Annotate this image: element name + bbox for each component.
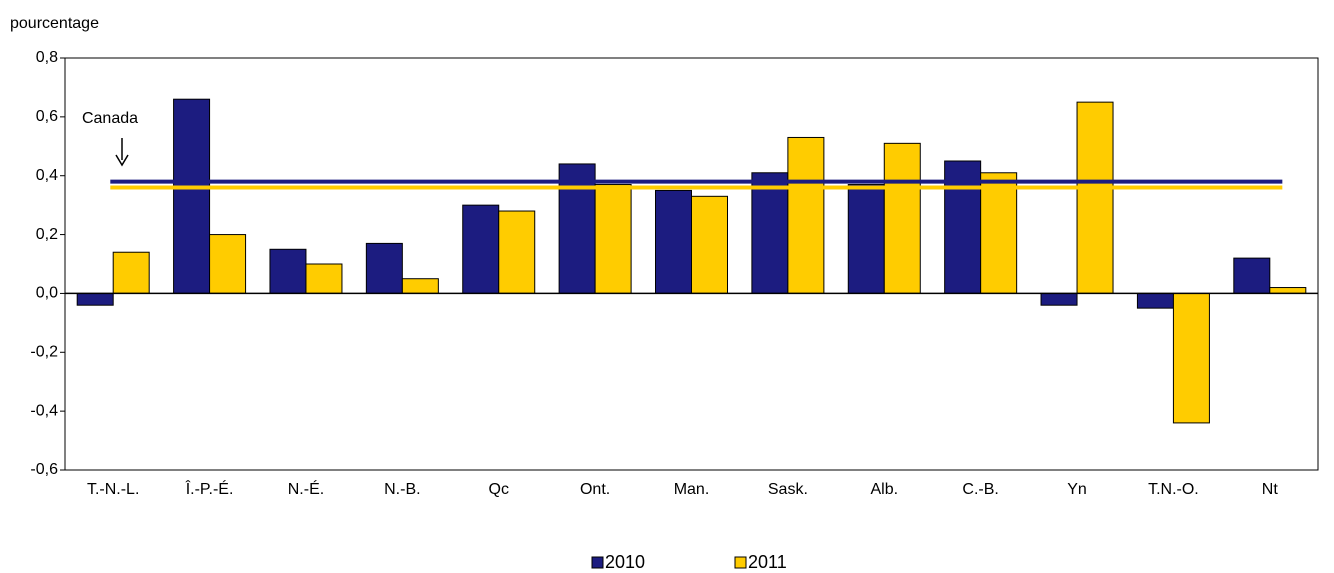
y-tick-label: -0,2 [30, 344, 58, 361]
bar [1233, 257, 1271, 294]
bar [1076, 101, 1114, 294]
bar [365, 242, 403, 294]
y-tick-label: -0,6 [30, 461, 58, 478]
x-tick-label: Man. [674, 481, 710, 498]
y-axis-label: pourcentage [10, 15, 99, 32]
y-tick-label: 0,6 [36, 108, 58, 125]
x-tick-label: C.-B. [962, 481, 998, 498]
x-tick-label: T.-N.-L. [87, 481, 139, 498]
bar [980, 172, 1018, 294]
bar [462, 204, 500, 294]
legend-swatch [591, 556, 604, 569]
bar [594, 184, 632, 294]
legend-label: 2010 [605, 552, 645, 572]
legend-swatch [734, 556, 747, 569]
x-tick-label: Yn [1067, 481, 1087, 498]
bar [173, 98, 211, 294]
x-tick-label: Ont. [580, 481, 610, 498]
x-tick-label: Alb. [870, 481, 898, 498]
y-tick-label: 0,0 [36, 285, 58, 302]
annotation: Canada [82, 110, 138, 127]
bar [655, 189, 692, 294]
y-tick-label: 0,4 [36, 167, 58, 184]
bar [847, 184, 885, 294]
bar [401, 278, 439, 294]
bar [1269, 287, 1307, 294]
bar [691, 195, 728, 294]
bar [209, 234, 247, 294]
x-tick-label: N.-É. [288, 479, 324, 498]
bar [883, 142, 921, 294]
bar [787, 136, 825, 294]
legend-label: 2011 [748, 552, 787, 572]
bar [305, 263, 343, 294]
plot-frame [64, 57, 1319, 471]
bar [498, 210, 536, 294]
bar [269, 248, 307, 294]
x-tick-label: Nt [1262, 481, 1279, 498]
x-tick-label: Î.-P.-É. [185, 479, 234, 498]
bar [751, 172, 789, 294]
bar [76, 292, 114, 306]
bar [112, 251, 150, 294]
y-tick-label: -0,4 [30, 402, 58, 419]
bar [1136, 292, 1174, 309]
x-tick-label: N.-B. [384, 481, 420, 498]
bar [1040, 292, 1078, 306]
x-tick-label: T.N.-O. [1148, 481, 1199, 498]
annotation-arrowhead [115, 154, 129, 167]
x-tick-label: Qc [489, 481, 509, 498]
y-tick-label: 0,8 [36, 49, 58, 66]
y-tick-label: 0,2 [36, 226, 58, 243]
x-tick-label: Sask. [768, 481, 808, 498]
bar [1172, 292, 1210, 424]
